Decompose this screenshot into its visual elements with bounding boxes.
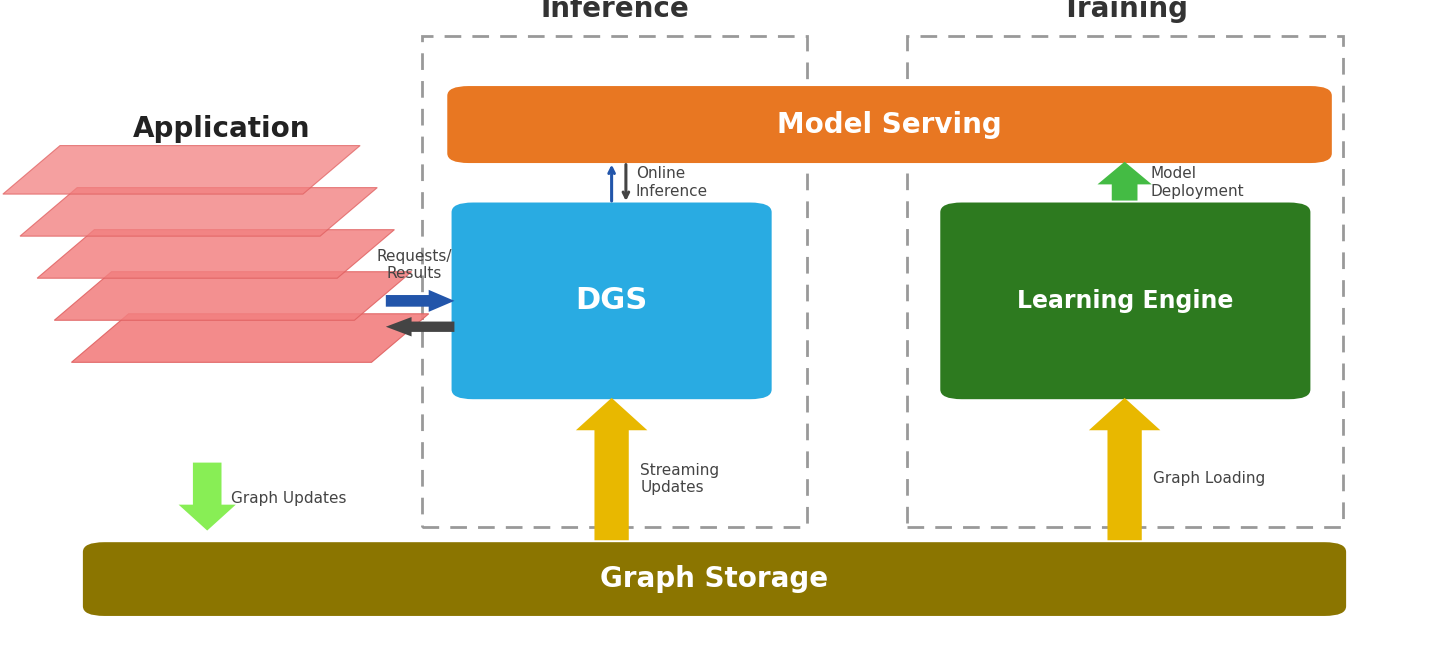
Polygon shape xyxy=(20,188,377,236)
Polygon shape xyxy=(576,398,647,540)
Text: Learning Engine: Learning Engine xyxy=(1017,289,1233,313)
FancyBboxPatch shape xyxy=(447,86,1332,163)
Polygon shape xyxy=(71,314,429,362)
FancyBboxPatch shape xyxy=(452,203,772,399)
Polygon shape xyxy=(179,463,236,531)
Text: Inference: Inference xyxy=(540,0,689,23)
Text: DGS: DGS xyxy=(576,287,647,315)
Text: Graph Updates: Graph Updates xyxy=(231,490,347,506)
Bar xyxy=(422,36,807,527)
Bar xyxy=(907,36,1343,527)
Text: Training: Training xyxy=(1062,0,1189,23)
FancyBboxPatch shape xyxy=(940,203,1310,399)
Text: Online
Inference: Online Inference xyxy=(636,166,707,199)
Polygon shape xyxy=(1089,398,1160,540)
FancyBboxPatch shape xyxy=(83,542,1346,616)
Text: Streaming
Updates: Streaming Updates xyxy=(640,463,719,495)
Polygon shape xyxy=(1097,162,1152,201)
Text: Requests/
Results: Requests/ Results xyxy=(377,249,452,281)
Polygon shape xyxy=(37,230,394,278)
Text: Graph Loading: Graph Loading xyxy=(1153,471,1266,487)
Polygon shape xyxy=(3,146,360,194)
Polygon shape xyxy=(386,290,454,312)
Polygon shape xyxy=(386,317,454,336)
Polygon shape xyxy=(54,272,412,320)
Text: Graph Storage: Graph Storage xyxy=(600,565,829,593)
Text: Model
Deployment: Model Deployment xyxy=(1150,166,1245,199)
Text: Application: Application xyxy=(133,115,310,144)
Text: Model Serving: Model Serving xyxy=(777,111,1002,138)
